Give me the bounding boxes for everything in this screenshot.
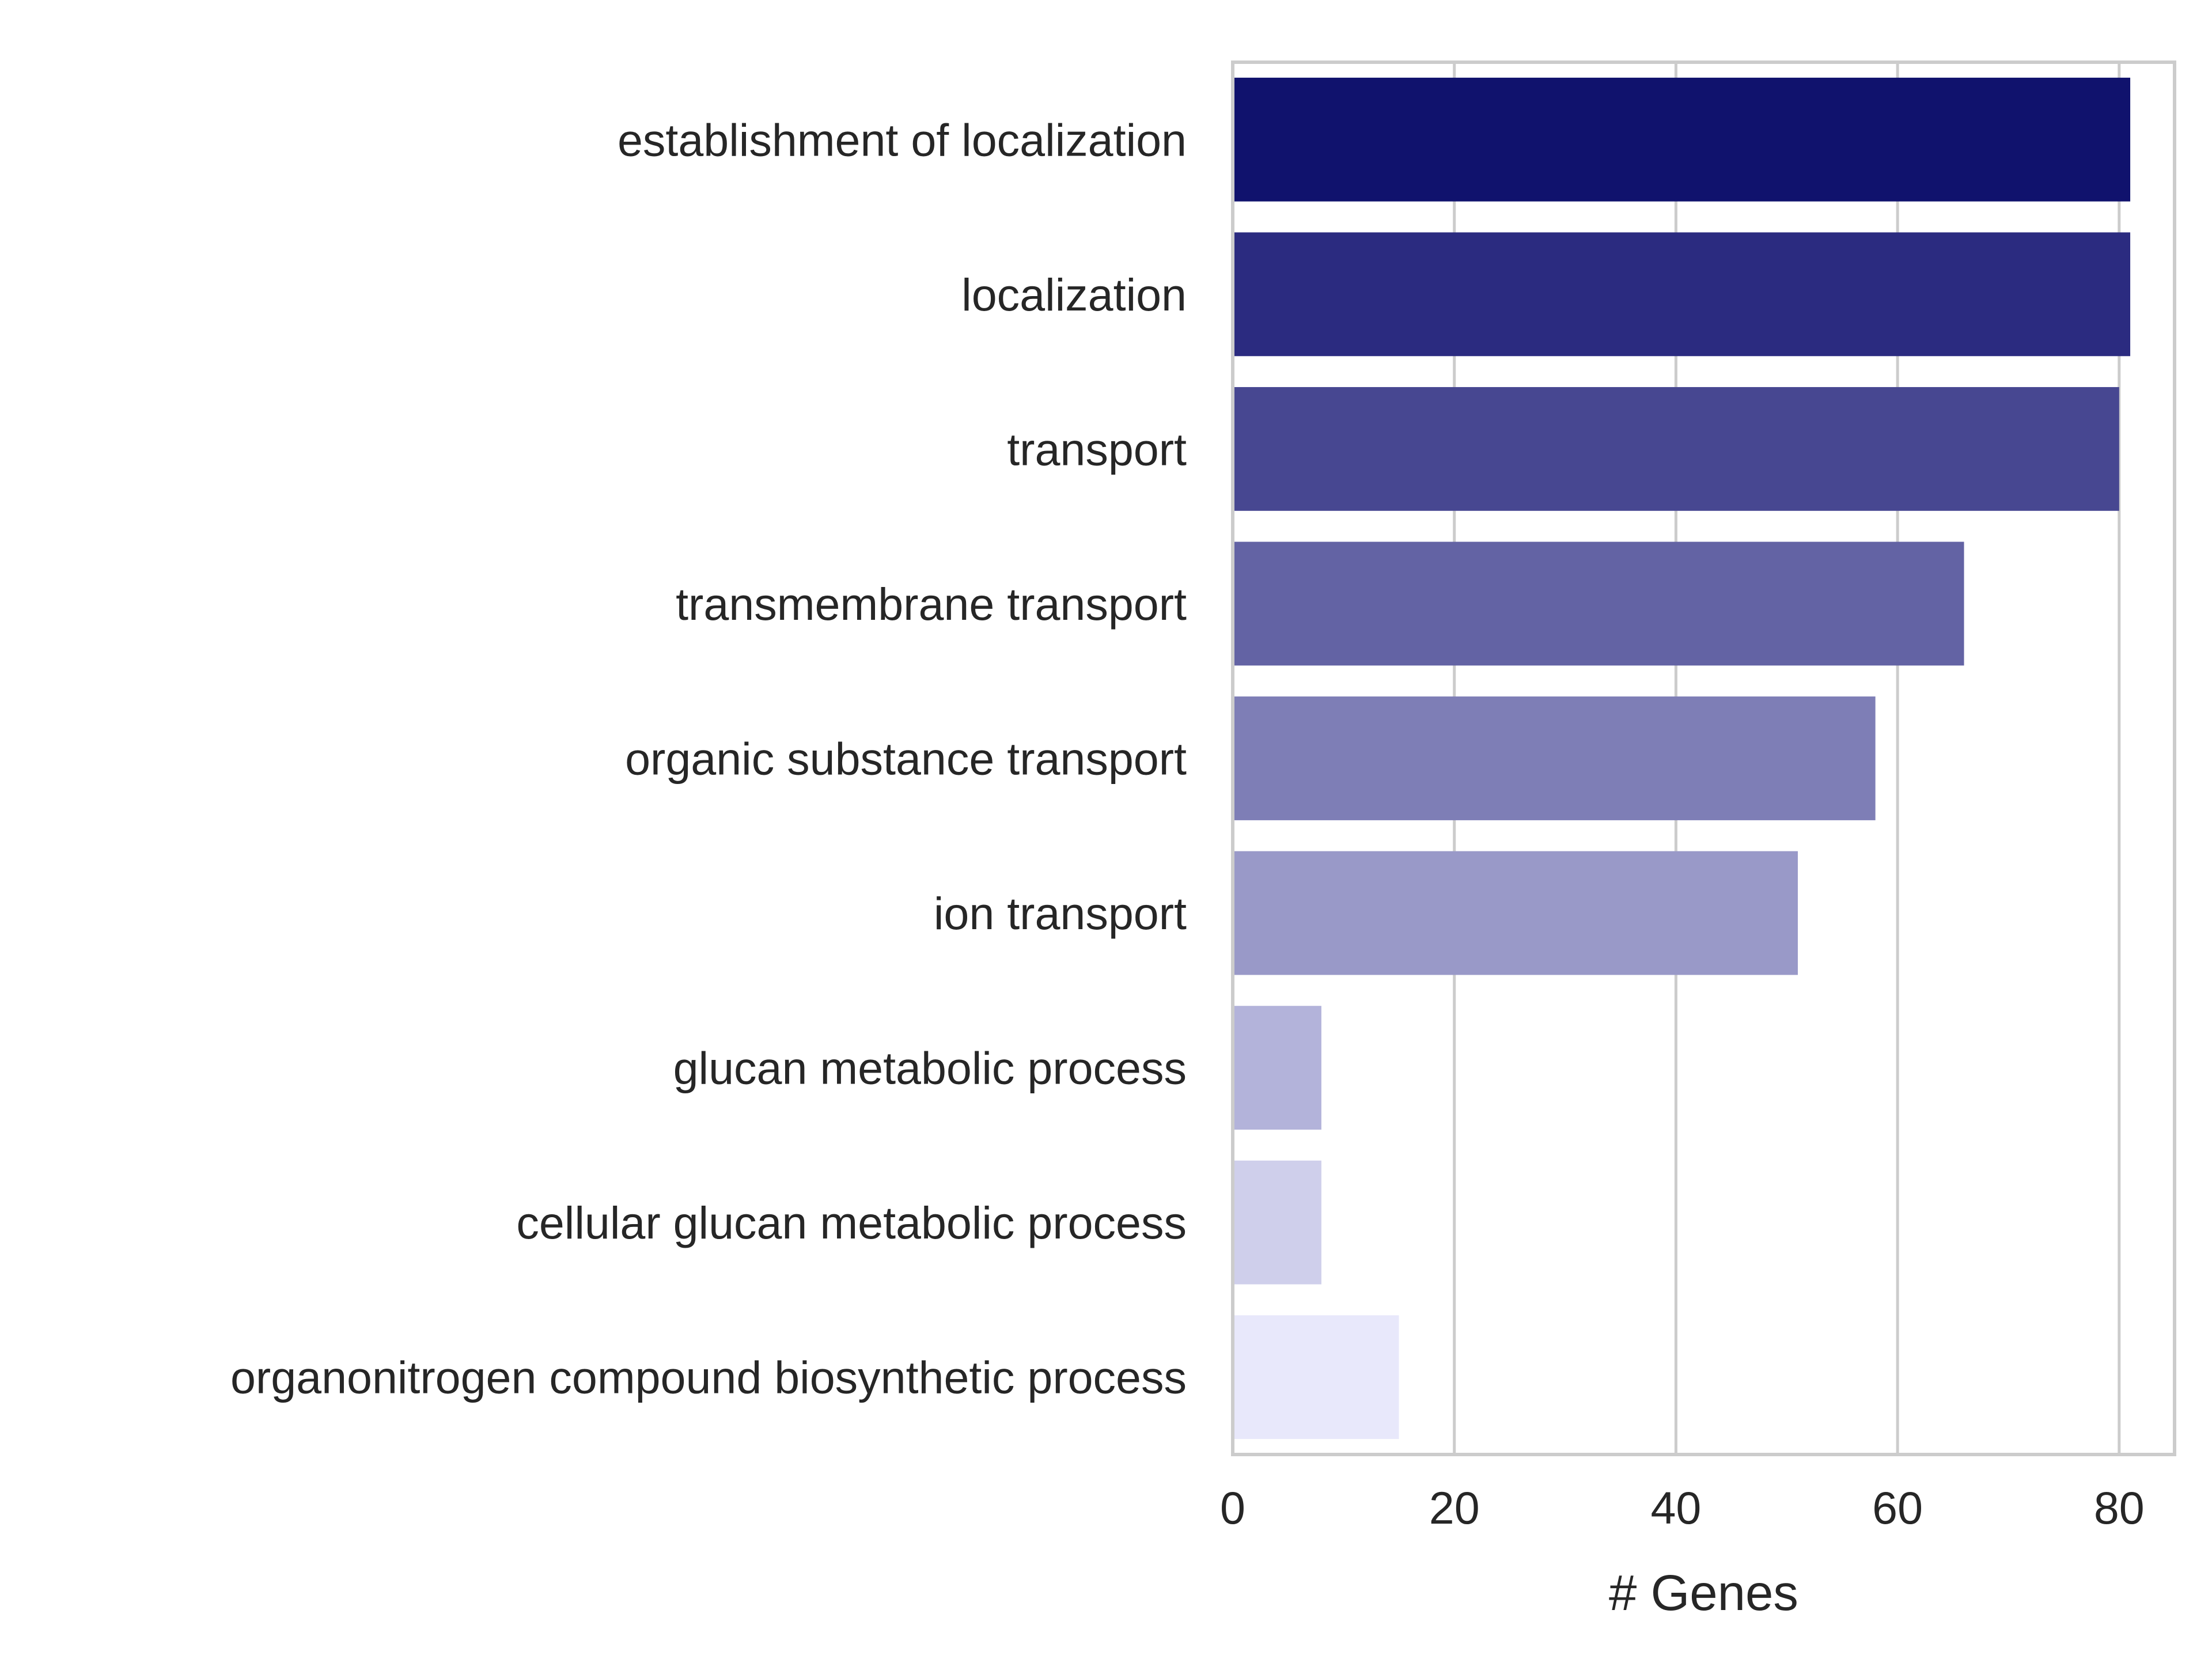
- category-label: establishment of localization: [618, 114, 1187, 165]
- plot-frame: [1231, 60, 2176, 1456]
- category-label: ion transport: [934, 888, 1187, 939]
- category-label: organic substance transport: [625, 733, 1187, 785]
- x-tick-label: 80: [2094, 1482, 2145, 1533]
- x-tick-label: 20: [1429, 1482, 1480, 1533]
- bar: [1233, 77, 2131, 202]
- x-axis-label: # Genes: [1609, 1565, 1798, 1621]
- category-label: transport: [1007, 423, 1187, 475]
- category-label: cellular glucan metabolic process: [516, 1197, 1187, 1248]
- category-label: localization: [961, 269, 1187, 320]
- bar: [1233, 1315, 1399, 1440]
- bar: [1233, 851, 1798, 975]
- bar: [1233, 1006, 1321, 1130]
- bar: [1233, 387, 2119, 511]
- bars: [1233, 77, 2131, 1440]
- category-label: organonitrogen compound biosynthetic pro…: [230, 1352, 1187, 1403]
- bar: [1233, 232, 2131, 357]
- bar: [1233, 1160, 1321, 1285]
- x-tick-label: 40: [1650, 1482, 1701, 1533]
- bar: [1233, 541, 1964, 666]
- x-tick-label: 60: [1872, 1482, 1923, 1533]
- x-tick-labels: 0 20 40 60 80: [1220, 1482, 2145, 1533]
- x-tick-label: 0: [1220, 1482, 1245, 1533]
- category-label: transmembrane transport: [676, 578, 1187, 630]
- category-labels: establishment of localization localizatio…: [230, 114, 1187, 1403]
- category-label: glucan metabolic process: [673, 1043, 1187, 1094]
- bar: [1233, 696, 1876, 820]
